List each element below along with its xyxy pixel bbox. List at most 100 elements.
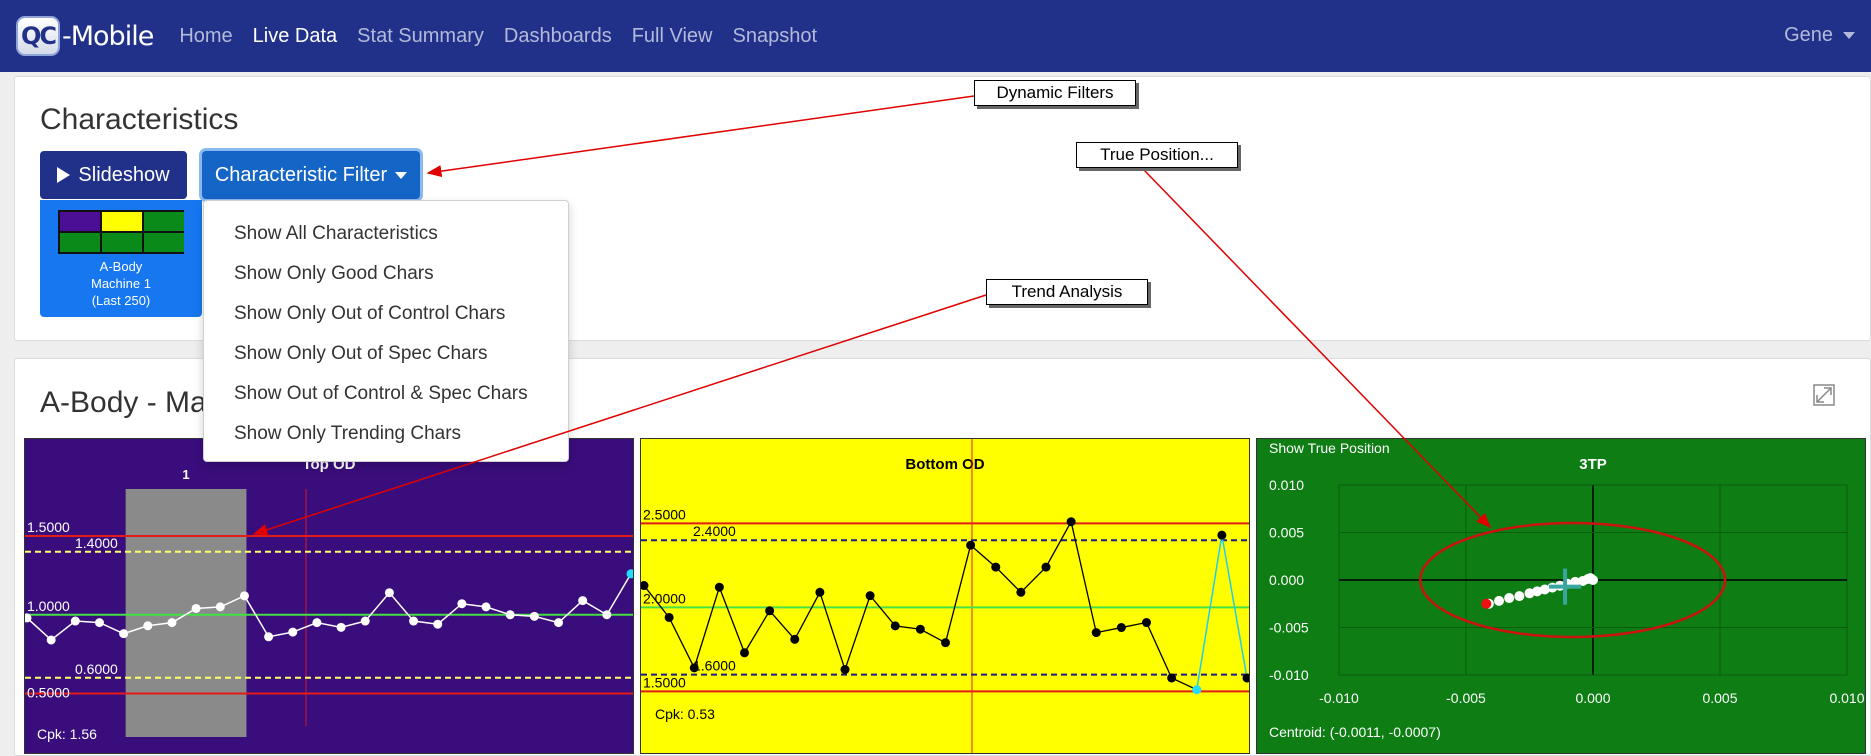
limit-label: 2.5000: [643, 506, 686, 522]
tile-line1: A-Body: [99, 259, 143, 274]
data-point: [505, 610, 515, 620]
data-point: [264, 632, 274, 642]
callout-dynamic-filters: Dynamic Filters: [974, 80, 1136, 106]
data-point: [1116, 623, 1126, 633]
caret-down-icon: [1843, 32, 1855, 39]
data-point: [1091, 628, 1101, 638]
limit-label: 0.5000: [27, 685, 70, 701]
section-title: A-Body - Ma: [40, 386, 207, 419]
chart-bottom-od[interactable]: Bottom OD 2.5000 2.4000 2.0000 1.6000 1.5000 C…: [640, 438, 1250, 754]
data-point: [578, 596, 588, 606]
chart-title: Bottom OD: [905, 456, 984, 473]
characteristic-filter-button[interactable]: Characteristic Filter: [202, 151, 420, 199]
menu-item-good[interactable]: Show Only Good Chars: [234, 263, 434, 284]
data-point: [1142, 618, 1151, 628]
nav-stat-summary[interactable]: Stat Summary: [357, 24, 484, 47]
nav-dashboards[interactable]: Dashboards: [503, 24, 612, 47]
brand-badge: QC: [16, 16, 60, 56]
menu-item-out-of-control[interactable]: Show Only Out of Control Chars: [234, 303, 506, 324]
chart-true-position[interactable]: Show True Position 3TP -0.010 -0.005 0.000 0.…: [1256, 438, 1866, 754]
menu-item-out-of-spec[interactable]: Show Only Out of Spec Chars: [234, 343, 488, 364]
data-point: [239, 591, 249, 601]
data-point: [215, 602, 225, 612]
data-point: [641, 581, 649, 591]
data-point: [167, 618, 177, 628]
status-cell: [102, 233, 142, 252]
data-point: [602, 610, 612, 620]
filter-label: Characteristic Filter: [214, 163, 388, 186]
y-tick-label: 0.005: [1269, 525, 1304, 541]
nav-full-view[interactable]: Full View: [631, 24, 713, 47]
tolerance-ellipse: [1419, 521, 1727, 639]
tile-line2: Machine 1: [91, 276, 151, 291]
data-point: [143, 621, 153, 631]
y-tick-label: 0.000: [1269, 572, 1304, 588]
data-point: [840, 665, 850, 675]
y-tick-label: 0.010: [1269, 477, 1304, 493]
x-tick-label: 0.010: [1829, 690, 1864, 706]
status-cell: [144, 233, 184, 252]
limit-label: 2.0000: [643, 590, 686, 606]
chart-bottom-od-svg: Bottom OD 2.5000 2.4000 2.0000 1.6000 1.5000 C…: [641, 439, 1249, 753]
x-tick-label: 0.000: [1575, 690, 1610, 706]
slideshow-button[interactable]: Slideshow: [40, 151, 187, 199]
nav-home[interactable]: Home: [179, 24, 233, 47]
data-point: [790, 634, 800, 644]
data-point: [1167, 673, 1177, 683]
menu-item-show-all[interactable]: Show All Characteristics: [234, 223, 438, 244]
data-point: [714, 582, 724, 592]
expand-icon[interactable]: [1813, 384, 1835, 406]
data-point: [529, 611, 539, 621]
data-point: [360, 616, 370, 626]
nav-live-data[interactable]: Live Data: [252, 24, 338, 47]
filter-dropdown-menu: Show All Characteristics Show Only Good …: [203, 200, 569, 462]
data-point: [1041, 562, 1051, 572]
data-point: [384, 588, 394, 598]
centroid-label: Centroid: (-0.0011, -0.0007): [1269, 724, 1441, 740]
data-point: [481, 602, 491, 612]
brand-logo[interactable]: QC -Mobile: [16, 16, 154, 56]
chart-top-od[interactable]: 1 Top OD 1.5000 1.4000 1.0000 0.6000 0.5000 Cpk…: [24, 438, 634, 754]
data-point: [765, 606, 775, 616]
navbar: QC -Mobile Home Live Data Stat Summary D…: [0, 0, 1871, 72]
nav-snapshot[interactable]: Snapshot: [732, 24, 818, 47]
data-point: [664, 612, 674, 622]
series-line: [26, 573, 632, 641]
brand-text: -Mobile: [62, 20, 154, 52]
chart-title: 3TP: [1579, 456, 1607, 473]
data-point: [740, 648, 749, 658]
status-cell: [60, 212, 100, 231]
menu-item-control-and-spec[interactable]: Show Out of Control & Spec Chars: [234, 383, 528, 404]
tile-status-grid: [58, 210, 184, 254]
data-point: [1539, 584, 1550, 595]
trend-highlight-region: [125, 489, 247, 737]
series-line-recent: [1196, 535, 1248, 690]
data-point: [865, 591, 875, 601]
status-cell: [144, 212, 184, 231]
limit-label: 1.0000: [27, 598, 70, 614]
callout-true-position: True Position...: [1076, 142, 1238, 168]
data-point: [336, 622, 346, 632]
show-true-position-label: Show True Position: [1269, 440, 1390, 456]
data-point: [815, 587, 825, 597]
nav-menu: Home Live Data Stat Summary Dashboards F…: [179, 25, 837, 48]
menu-item-trending[interactable]: Show Only Trending Chars: [234, 423, 462, 444]
data-point: [288, 627, 298, 637]
data-point: [1504, 593, 1515, 604]
data-point: [1570, 576, 1581, 587]
data-point: [119, 629, 129, 639]
data-point: [1192, 685, 1202, 695]
x-tick-label: -0.005: [1446, 690, 1486, 706]
characteristic-tile[interactable]: A-Body Machine 1 (Last 250): [40, 200, 202, 317]
data-point: [966, 540, 976, 550]
data-point: [941, 638, 950, 648]
data-point: [433, 619, 443, 629]
data-point: [1494, 595, 1505, 606]
data-point: [25, 613, 32, 623]
data-point: [1217, 530, 1227, 540]
data-point: [191, 603, 201, 613]
data-point: [626, 569, 633, 579]
highlight-label: 1: [182, 467, 189, 482]
status-cell: [60, 233, 100, 252]
user-menu[interactable]: Gene: [1784, 24, 1855, 47]
